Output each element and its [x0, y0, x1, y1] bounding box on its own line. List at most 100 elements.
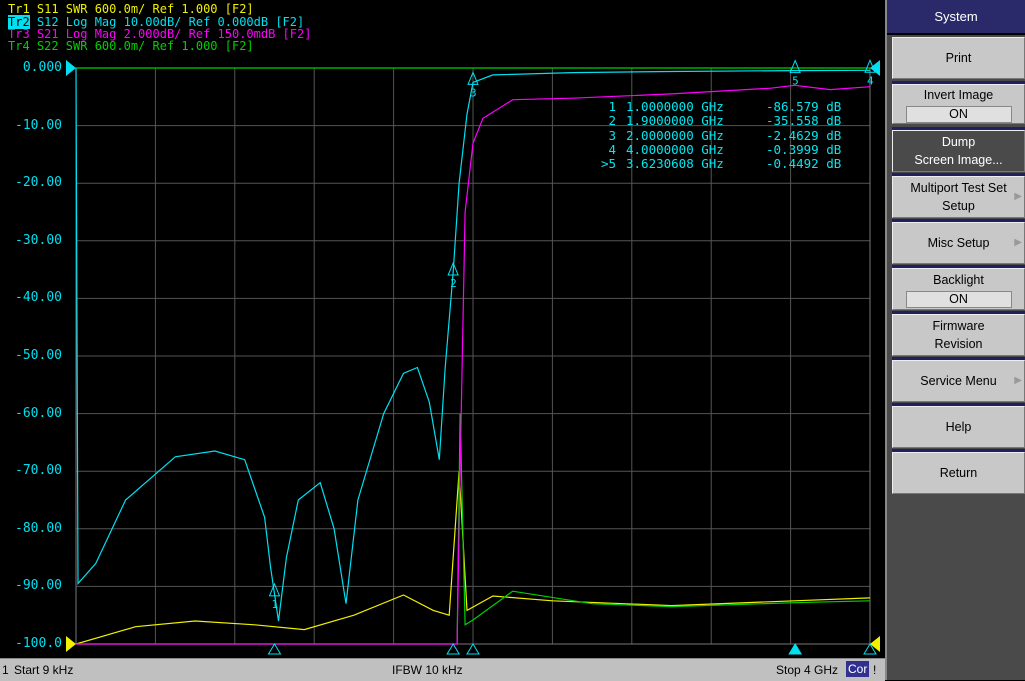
marker-freq: 1.9000000 GHz [626, 113, 724, 129]
divider [892, 127, 1025, 130]
trace-4-header[interactable]: Tr4 S22 SWR 600.0m/ Ref 1.000 [F2] [8, 39, 254, 53]
softkey-label: Backlight [933, 272, 984, 287]
marker-5-position-icon [788, 643, 803, 655]
marker-5-icon [789, 59, 801, 74]
marker-freq: 1.0000000 GHz [626, 99, 724, 114]
marker-3-position-icon [466, 643, 480, 655]
channel-number: 1 [2, 663, 9, 677]
softkey-label: Service Menu [920, 374, 997, 388]
softkey-print[interactable]: Print [892, 37, 1025, 79]
marker-4-position-icon [863, 643, 877, 655]
marker-label: 3 [608, 127, 616, 143]
marker-2-position-icon [446, 643, 461, 655]
marker-label: 1 [608, 99, 616, 114]
y-tick-label: -100.0 [15, 636, 62, 651]
trace-2-text: S12 Log Mag 10.00dB/ Ref 0.000dB [F2] [29, 15, 305, 29]
marker-1-position-icon [267, 643, 282, 655]
marker-value: -35.558 dB [766, 113, 842, 129]
marker-readout-row: 3 2.0000000 GHz -2.4629 dB [578, 127, 866, 143]
marker-4-label: 4 [867, 74, 874, 87]
divider [892, 403, 1025, 406]
marker-freq: 3.6230608 GHz [626, 156, 724, 172]
softkey-label: Firmware Revision [932, 319, 985, 351]
y-tick-label: -20.00 [15, 175, 62, 191]
softkey-firmware[interactable]: Firmware Revision [892, 314, 1025, 356]
marker-2-label: 2 [450, 277, 457, 290]
marker-readout-row: >5 3.6230608 GHz -0.4492 dB [578, 156, 866, 172]
y-tick-label: -80.00 [15, 520, 62, 536]
trace-2-header[interactable]: Tr2 S12 Log Mag 10.00dB/ Ref 0.000dB [F2… [8, 15, 305, 29]
softkey-label: Misc Setup [927, 236, 990, 250]
softkey-service-menu[interactable]: Service Menu ▶ [892, 360, 1025, 402]
marker-label: 2 [608, 113, 616, 129]
divider [892, 265, 1025, 268]
marker-label: 4 [608, 141, 616, 157]
ifbw[interactable]: IFBW 10 kHz [392, 663, 463, 677]
softkey-label: Print [945, 51, 972, 65]
start-frequency[interactable]: Start 9 kHz [14, 663, 74, 677]
marker-5-label: 5 [792, 75, 799, 88]
softkey-value: ON [905, 290, 1012, 308]
y-tick-label: -90.00 [15, 578, 62, 594]
correction-badge: Cor [846, 661, 870, 677]
marker-1-label: 1 [272, 598, 279, 611]
softkey-label: Return [939, 466, 978, 480]
softkey-backlight[interactable]: Backlight ON [892, 268, 1025, 310]
marker-3-label: 3 [470, 86, 477, 99]
y-tick-label: -40.00 [15, 290, 62, 306]
submenu-arrow-icon: ▶ [1014, 237, 1022, 248]
divider [892, 311, 1025, 314]
status-bar: 1 Start 9 kHz IFBW 10 kHz Stop 4 GHz Cor… [0, 658, 885, 681]
marker-freq: 4.0000000 GHz [626, 141, 724, 157]
marker-2-icon [447, 261, 459, 276]
marker-freq: 2.0000000 GHz [626, 127, 724, 143]
marker-readout-row: 1 1.0000000 GHz -86.579 dB [578, 99, 866, 114]
marker-4-icon [864, 59, 876, 73]
trace-tr1 [75, 471, 871, 645]
softkey-misc-setup[interactable]: Misc Setup ▶ [892, 222, 1025, 264]
divider [892, 449, 1025, 452]
marker-value: -0.4492 dB [766, 156, 842, 172]
stop-frequency[interactable]: Stop 4 GHz [776, 663, 839, 677]
softkey-dump[interactable]: Dump Screen Image... [892, 130, 1025, 172]
softkey-multiport-test-set[interactable]: Multiport Test Set Setup ▶ [892, 176, 1025, 218]
y-tick-label: -50.00 [15, 348, 62, 363]
ref-level-marker-icon [66, 60, 76, 76]
trace-3-header[interactable]: Tr3 S21 Log Mag 2.000dB/ Ref 150.0mdB [F… [8, 27, 312, 41]
marker-1-icon [268, 582, 281, 597]
trace-1-header[interactable]: Tr1 S11 SWR 600.0m/ Ref 1.000 [F2] [8, 2, 254, 16]
softkey-return[interactable]: Return [892, 452, 1025, 494]
y-tick-label: -30.00 [15, 232, 62, 248]
softkey-panel: System Print Invert Image ON Dump Screen Im… [885, 0, 1025, 680]
marker-value: -0.3999 dB [766, 141, 842, 157]
marker-readout-row: 4 4.0000000 GHz -0.3999 dB [578, 141, 866, 157]
marker-3-icon [467, 71, 479, 85]
ref-level-marker-icon [870, 60, 880, 76]
menu-title: System [887, 0, 1025, 35]
active-trace-label: Tr2 [8, 15, 30, 29]
ref-level-marker-icon [66, 636, 76, 652]
divider [892, 357, 1025, 360]
marker-value: -2.4629 dB [766, 127, 842, 143]
ref-level-marker-icon [870, 636, 880, 652]
softkey-invert-image[interactable]: Invert Image ON [892, 84, 1025, 124]
marker-label: >5 [600, 156, 616, 172]
softkey-help[interactable]: Help [892, 406, 1025, 448]
softkey-value: ON [905, 105, 1012, 123]
softkey-label: Help [945, 420, 972, 434]
softkey-label: Multiport Test Set Setup [910, 181, 1007, 213]
divider [892, 81, 1025, 84]
softkey-label: Dump Screen Image... [914, 135, 1003, 167]
measurement-screen: Tr1 S11 SWR 600.0m/ Ref 1.000 [F2] Tr2 S… [0, 0, 885, 658]
y-tick-label: -10.00 [15, 117, 62, 133]
y-tick-label: 0.000 [22, 60, 62, 75]
trace-tr2 [75, 67, 871, 622]
marker-table: 1 1.0000000 GHz -86.579 dB 2 1.9000000 GHz -3… [578, 99, 866, 172]
y-tick-label: -70.00 [15, 463, 62, 479]
marker-readout-row: 2 1.9000000 GHz -35.558 dB [578, 113, 866, 129]
submenu-arrow-icon: ▶ [1014, 191, 1022, 202]
submenu-arrow-icon: ▶ [1014, 375, 1022, 386]
marker-value: -86.579 dB [766, 99, 842, 114]
warning-flag: ! [873, 663, 877, 677]
